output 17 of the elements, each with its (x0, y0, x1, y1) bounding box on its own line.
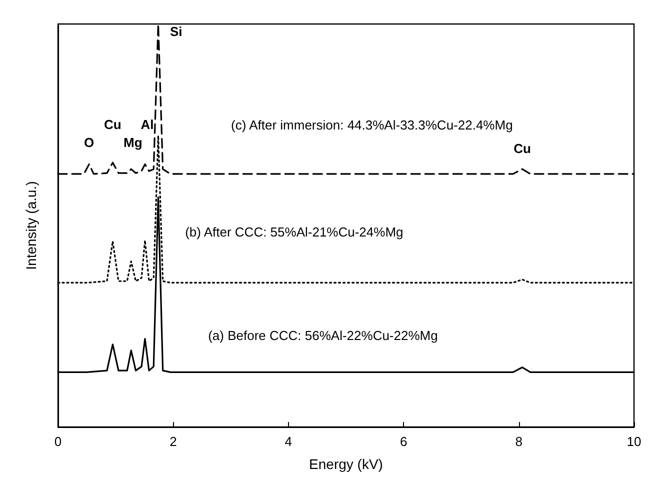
annotation: Mg (123, 134, 142, 150)
x-tick-label: 2 (170, 434, 177, 449)
x-tick-label: 4 (284, 434, 292, 449)
text: (c) After immersion: 44.3%Al-33.3%Cu-22.4%Mg (231, 118, 513, 133)
annotation: Al (140, 116, 154, 132)
x-tick-label: 6 (400, 434, 408, 449)
annotation: O (84, 134, 94, 150)
annotation: Si (170, 24, 182, 40)
x-axis-title: Energy (kV) (309, 456, 383, 472)
x-tick-label: 10 (626, 434, 642, 449)
text: (a) Before CCC: 56%Al-22%Cu-22%Mg (208, 328, 438, 343)
annotation: Cu (514, 140, 531, 156)
series-label: (b) After CCC: 55%Al-21%Cu-24%Mg (185, 224, 404, 240)
annotation: Cu (104, 116, 122, 132)
x-tick-label: 0 (54, 434, 62, 449)
x-tick-label: 8 (515, 434, 522, 449)
y-axis-title: Intensity (a.u.) (23, 181, 39, 270)
